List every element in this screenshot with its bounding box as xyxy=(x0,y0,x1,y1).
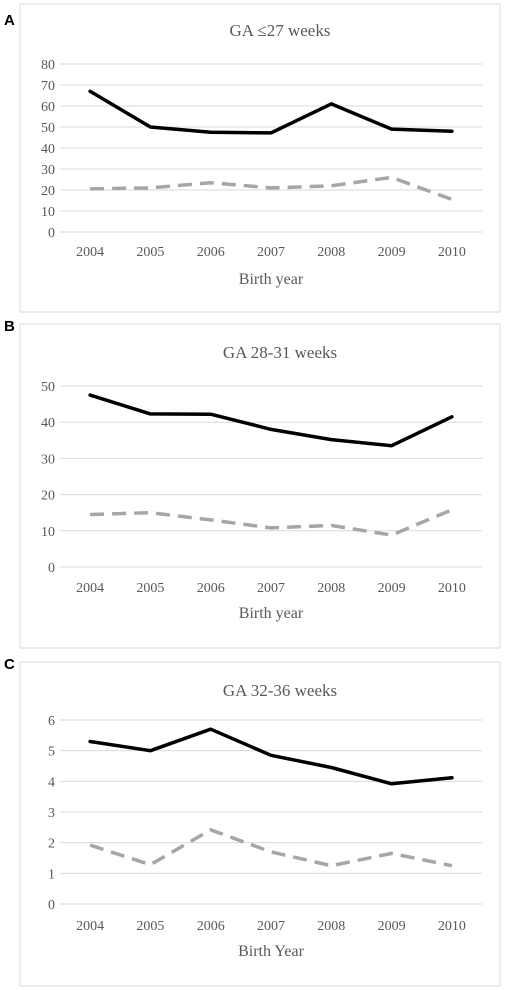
x-tick-label: 2004 xyxy=(76,919,104,934)
chart-panel-a: GA ≤27 weeks 0 10 20 30 40 50 60 70 80 2004 2005 200… xyxy=(19,3,501,313)
y-tick-label: 20 xyxy=(41,489,55,504)
y-tick-label: 2 xyxy=(48,837,55,852)
chart-frame xyxy=(19,661,501,987)
y-tick-label: 50 xyxy=(41,380,55,395)
panel-letter-a: A xyxy=(4,12,15,29)
x-tick-label: 2008 xyxy=(317,581,345,596)
chart-title: GA ≤27 weeks xyxy=(230,21,331,40)
x-tick-label: 2010 xyxy=(438,919,466,934)
x-tick-label: 2010 xyxy=(438,581,466,596)
series-line-solid xyxy=(88,89,454,135)
chart-frame xyxy=(19,3,501,313)
y-tick-label: 30 xyxy=(41,163,55,178)
y-tick-label: 5 xyxy=(48,745,55,760)
chart-panel-b: GA 28-31 weeks 0 10 20 30 40 50 2004 2005 2006 200… xyxy=(19,323,501,649)
x-tick-label: 2010 xyxy=(438,245,466,260)
x-tick-label: 2009 xyxy=(378,581,406,596)
y-tick-label: 1 xyxy=(48,867,55,882)
y-tick-label: 6 xyxy=(48,714,55,729)
x-tick-label: 2006 xyxy=(197,919,225,934)
chart-title: GA 32-36 weeks xyxy=(223,681,337,700)
y-tick-label: 80 xyxy=(41,58,55,73)
x-axis-label: Birth Year xyxy=(238,943,304,960)
x-tick-label: 2009 xyxy=(378,919,406,934)
x-tick-label: 2006 xyxy=(197,581,225,596)
y-tick-label: 0 xyxy=(48,226,55,241)
y-tick-label: 0 xyxy=(48,561,55,576)
series-line-solid xyxy=(88,727,454,786)
y-tick-label: 40 xyxy=(41,416,55,431)
y-tick-label: 30 xyxy=(41,452,55,467)
y-tick-label: 60 xyxy=(41,100,55,115)
x-tick-label: 2005 xyxy=(136,245,164,260)
series-line-dashed xyxy=(89,828,453,868)
y-tick-label: 40 xyxy=(41,142,55,157)
y-tick-label: 3 xyxy=(48,806,55,821)
panel-letter-c: C xyxy=(4,656,15,673)
y-tick-label: 20 xyxy=(41,184,55,199)
x-tick-label: 2007 xyxy=(257,245,285,260)
y-tick-label: 70 xyxy=(41,79,55,94)
y-tick-label: 4 xyxy=(48,775,55,790)
x-axis-label: Birth year xyxy=(239,271,304,288)
chart-panel-c: GA 32-36 weeks 0 1 2 3 4 5 6 2004 2005 2006 2007 200… xyxy=(19,661,501,987)
x-tick-label: 2008 xyxy=(317,245,345,260)
x-tick-label: 2004 xyxy=(76,581,104,596)
y-tick-label: 10 xyxy=(41,205,55,220)
y-tick-label: 10 xyxy=(41,525,55,540)
y-tick-label: 0 xyxy=(48,898,55,913)
panel-letter-b: B xyxy=(4,318,15,335)
x-tick-label: 2009 xyxy=(378,245,406,260)
chart-title: GA 28-31 weeks xyxy=(223,343,337,362)
x-tick-label: 2007 xyxy=(257,581,285,596)
chart-frame xyxy=(19,323,501,649)
series-line-dashed xyxy=(90,508,453,537)
x-axis-label: Birth year xyxy=(239,605,304,622)
y-tick-label: 50 xyxy=(41,121,55,136)
x-tick-label: 2005 xyxy=(136,581,164,596)
x-tick-label: 2008 xyxy=(317,919,345,934)
series-line-solid xyxy=(88,393,454,448)
x-tick-label: 2006 xyxy=(197,245,225,260)
x-tick-label: 2007 xyxy=(257,919,285,934)
series-line-dashed xyxy=(90,175,453,202)
x-tick-label: 2004 xyxy=(76,245,104,260)
x-tick-label: 2005 xyxy=(136,919,164,934)
